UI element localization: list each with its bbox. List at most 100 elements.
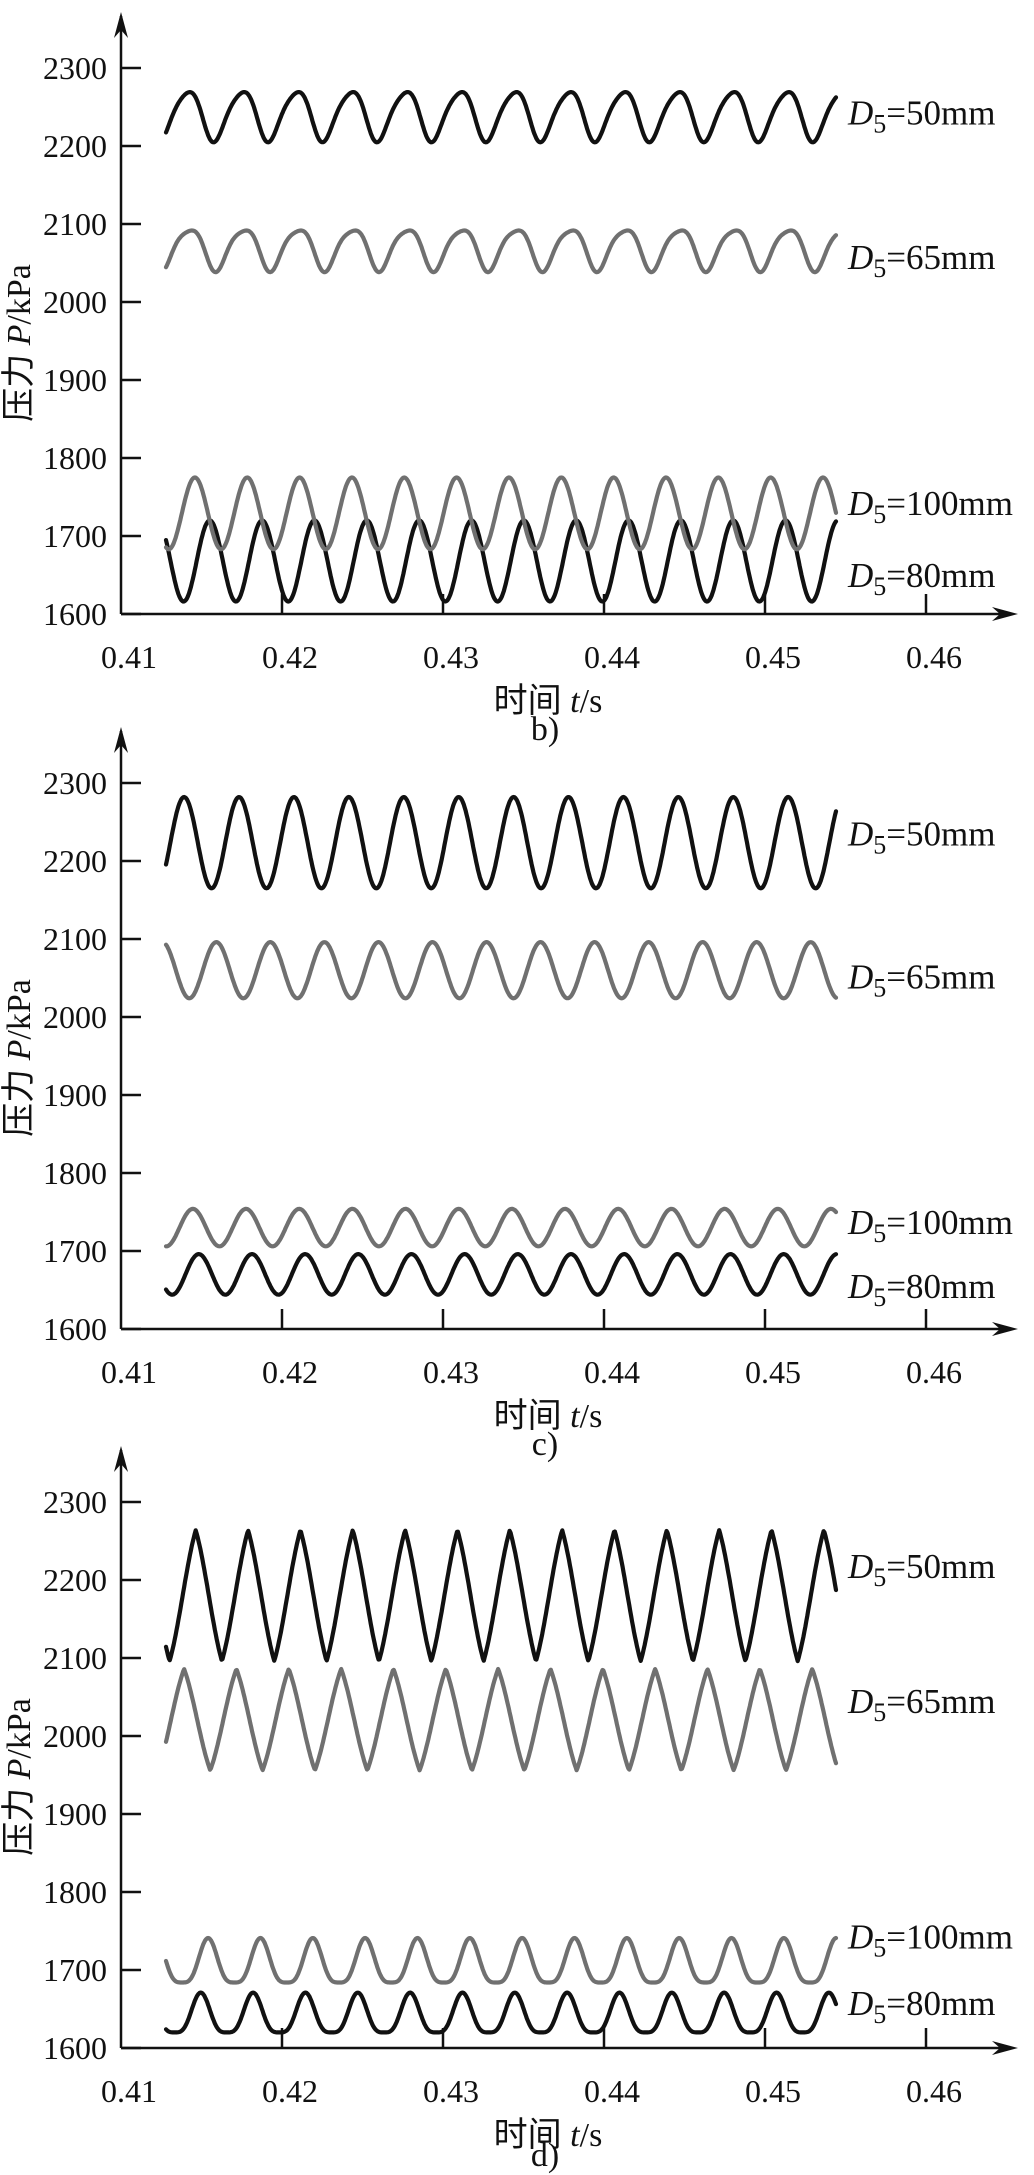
y-axis-arrow-icon [114,1446,128,1472]
series-label-D5=100mm: D5=100mm [847,1917,1013,1962]
x-axis-title-unit: /s [580,1398,603,1435]
y-axis-title-unit: /kPa [1,979,38,1039]
y-tick-label: 2100 [43,206,107,242]
series-label-symbol: D [847,1547,873,1586]
y-tick-label: 1600 [43,1311,107,1347]
series-label-value: =100mm [886,1203,1013,1242]
series-label-D5=100mm: D5=100mm [847,1203,1013,1248]
y-tick-label: 2100 [43,1640,107,1676]
series-label-subscript: 5 [873,831,886,860]
y-tick-label: 1900 [43,1796,107,1832]
x-axis-title-cn: 时间 [494,683,562,720]
series-label-symbol: D [847,93,873,132]
y-axis-title-symbol: P [1,325,38,347]
series-label-subscript: 5 [873,572,886,601]
y-tick-label: 2300 [43,765,107,801]
caption-c: c) [532,1426,558,1463]
x-tick-label: 0.46 [906,2073,962,2109]
series-curve-D5=80mm [163,1990,839,2035]
x-tick-label: 0.44 [584,2073,640,2109]
series-label-D5=80mm: D5=80mm [847,1984,995,2029]
y-axis-title: 压力 P/kPa [0,264,38,422]
y-axis-title-space [1,1779,38,1788]
y-tick-label: 1800 [43,440,107,476]
y-axis-title-symbol: P [1,1759,38,1781]
series-label-D5=80mm: D5=80mm [847,556,995,601]
x-axis-arrow-icon [992,2041,1018,2055]
y-axis-arrow-icon [114,727,128,753]
series-curve-D5=80mm [163,518,839,604]
x-axis-title: 时间 t/s [494,2117,603,2154]
x-axis-title-symbol: t [570,2117,581,2154]
y-tick-label: 2000 [43,1718,107,1754]
series-label-D5=65mm: D5=65mm [847,238,995,283]
series-label-subscript: 5 [873,254,886,283]
y-axis-arrow-icon [114,12,128,38]
x-tick-label: 0.45 [745,639,801,675]
series-label-subscript: 5 [873,1219,886,1248]
y-axis-title-cn: 压力 [0,1069,38,1137]
series-label-symbol: D [847,1203,873,1242]
series-label-subscript: 5 [873,1698,886,1727]
y-tick-label: 2100 [43,921,107,957]
y-tick-label: 1700 [43,1233,107,1269]
series-curve-D5=50mm [163,90,839,145]
x-tick-label: 0.41 [101,639,157,675]
y-tick-label: 2200 [43,1562,107,1598]
series-label-symbol: D [847,238,873,277]
y-tick-label: 1600 [43,596,107,632]
series-label-D5=65mm: D5=65mm [847,957,995,1002]
x-tick-label: 0.46 [906,1354,962,1390]
x-tick-label: 0.44 [584,639,640,675]
series-label-subscript: 5 [873,973,886,1002]
y-axis-title-unit: /kPa [1,1698,38,1758]
y-axis-title: 压力 P/kPa [0,1698,38,1856]
x-axis-title-space [562,683,571,720]
series-label-D5=65mm: D5=65mm [847,1682,995,1727]
x-tick-label: 0.42 [262,1354,318,1390]
series-label-value: =50mm [886,93,995,132]
y-axis-title: 压力 P/kPa [0,979,38,1137]
y-axis-title-cn: 压力 [0,354,38,422]
x-axis-title-unit: /s [580,683,603,720]
x-tick-label: 0.42 [262,2073,318,2109]
y-tick-label: 1900 [43,362,107,398]
y-tick-label: 2300 [43,1484,107,1520]
x-tick-label: 0.41 [101,1354,157,1390]
series-label-symbol: D [847,1682,873,1721]
caption-b: b) [531,711,559,748]
y-tick-label: 1800 [43,1155,107,1191]
x-tick-label: 0.46 [906,639,962,675]
x-tick-label: 0.45 [745,2073,801,2109]
series-label-symbol: D [847,1917,873,1956]
series-curve-D5=50mm [163,1528,839,1664]
x-tick-label: 0.43 [423,1354,479,1390]
x-tick-label: 0.44 [584,1354,640,1390]
x-axis-title-symbol: t [570,683,581,720]
series-label-value: =50mm [886,815,995,854]
series-curve-D5=65mm [163,1666,839,1773]
x-axis-arrow-icon [992,1322,1018,1336]
series-label-D5=80mm: D5=80mm [847,1267,995,1312]
y-tick-label: 1800 [43,1874,107,1910]
series-label-symbol: D [847,957,873,996]
x-axis-title-cn: 时间 [494,2117,562,2154]
y-tick-label: 2000 [43,284,107,320]
series-curve-D5=65mm [163,940,839,1001]
y-axis-title-cn: 压力 [0,1788,38,1856]
series-label-value: =65mm [886,957,995,996]
x-axis-arrow-icon [992,607,1018,621]
series-label-subscript: 5 [873,1933,886,1962]
series-label-symbol: D [847,1984,873,2023]
y-tick-label: 2200 [43,128,107,164]
series-label-value: =65mm [886,1682,995,1721]
series-label-D5=100mm: D5=100mm [847,484,1013,529]
x-axis-title-space [562,2117,571,2154]
series-label-subscript: 5 [873,1563,886,1592]
series-curve-D5=65mm [163,228,839,275]
y-tick-label: 2000 [43,999,107,1035]
chart-b: 2300 2200 2100 2000 1900 1800 1700 1600 0.41 0.42… [0,12,1018,748]
y-axis-title-space [1,1060,38,1069]
